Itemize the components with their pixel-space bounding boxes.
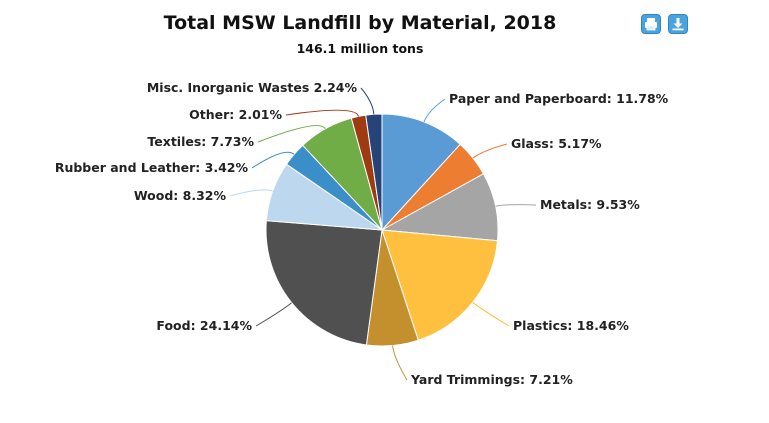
data-label-plastics: Plastics: 18.46% xyxy=(513,318,629,333)
data-label-misc-inorganic-wastes: Misc. Inorganic Wastes 2.24% xyxy=(147,80,358,95)
data-label-metals: Metals: 9.53% xyxy=(540,197,640,212)
data-label-textiles: Textiles: 7.73% xyxy=(147,134,254,149)
label-connector-rubber-and-leather xyxy=(251,151,295,169)
chart-title: Total MSW Landfill by Material, 2018 xyxy=(164,12,557,34)
label-connector-metals xyxy=(495,204,537,207)
data-label-yard-trimmings: Yard Trimmings: 7.21% xyxy=(410,372,573,387)
label-connector-yard-trimmings xyxy=(392,345,408,381)
data-label-food: Food: 24.14% xyxy=(156,318,252,333)
data-label-wood: Wood: 8.32% xyxy=(134,188,227,203)
chart-subtitle: 146.1 million tons xyxy=(297,41,424,56)
label-connector-paper-and-paperboard xyxy=(423,98,446,123)
printer-icon xyxy=(645,18,657,31)
label-connector-misc-inorganic-wastes xyxy=(360,87,375,115)
pie-slice-plastics[interactable] xyxy=(381,229,499,341)
data-label-paper-and-paperboard: Paper and Paperboard: 11.78% xyxy=(449,91,669,106)
data-label-rubber-and-leather: Rubber and Leather: 3.42% xyxy=(55,160,249,175)
print-button[interactable] xyxy=(641,14,661,34)
download-button[interactable] xyxy=(668,14,688,34)
download-icon xyxy=(672,18,684,31)
label-connector-glass xyxy=(472,143,508,159)
pie-slice-food[interactable] xyxy=(265,220,383,346)
data-label-glass: Glass: 5.17% xyxy=(511,136,602,151)
pie-slices xyxy=(265,113,499,347)
label-connector-plastics xyxy=(472,301,510,327)
label-connector-textiles xyxy=(257,125,326,143)
label-connector-food xyxy=(255,302,292,327)
label-connectors xyxy=(229,87,537,381)
label-connector-wood xyxy=(229,189,273,197)
slice-labels: Paper and Paperboard: 11.78% Glass: 5.17%… xyxy=(55,80,669,387)
label-connector-other xyxy=(285,109,359,117)
data-label-other: Other: 2.01% xyxy=(189,107,282,122)
